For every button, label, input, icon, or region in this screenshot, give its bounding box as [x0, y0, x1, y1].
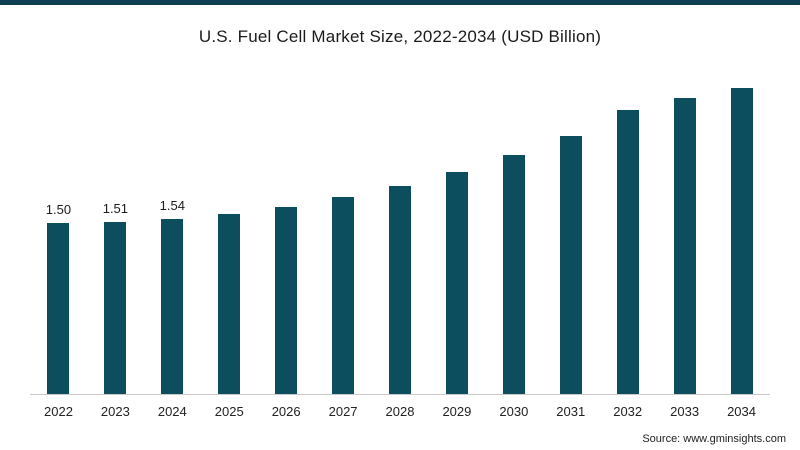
bar [275, 207, 298, 394]
bar [104, 222, 127, 394]
x-tick-label: 2025 [214, 404, 244, 419]
x-tick-label: 2030 [499, 404, 529, 419]
bar-value-label: 1.54 [159, 198, 185, 213]
x-tick-label: 2028 [385, 404, 415, 419]
x-tick-label: 2033 [670, 404, 700, 419]
top-accent-rule [0, 0, 800, 5]
bar [47, 223, 70, 394]
bar-chart: U.S. Fuel Cell Market Size, 2022-2034 (U… [0, 27, 800, 419]
x-axis: 2022 2023 2024 2025 2026 2027 2028 2029 2030 2031… [30, 395, 770, 419]
bar-column-2032 [599, 89, 656, 394]
x-tick-label: 2034 [727, 404, 756, 419]
bar-column-2034 [713, 67, 770, 394]
x-tick-label: 2032 [613, 404, 643, 419]
x-tick-label: 2024 [157, 404, 187, 419]
bar-column-2027 [315, 176, 372, 394]
x-tick-label: 2022 [44, 404, 73, 419]
bar [673, 98, 696, 394]
bar-value-label: 1.51 [102, 201, 129, 216]
x-tick-label: 2029 [442, 404, 472, 419]
x-tick-label: 2031 [556, 404, 586, 419]
bar-value-label: 1.50 [45, 202, 72, 217]
x-tick-label: 2026 [271, 404, 301, 419]
bar [218, 214, 241, 394]
bar-column-2023: 1.51 [87, 201, 144, 394]
plot-area: 1.50 1.51 1.54 [30, 65, 770, 395]
x-tick-label: 2023 [100, 404, 130, 419]
bar [502, 155, 525, 394]
bar-column-2030 [485, 134, 542, 394]
bar-column-2031 [542, 115, 599, 394]
bar-column-2026 [258, 186, 315, 394]
bar-column-2024: 1.54 [144, 198, 201, 394]
bar [445, 172, 468, 394]
bar [559, 136, 582, 394]
bar-column-2028 [372, 165, 429, 394]
bar-column-2022: 1.50 [30, 202, 87, 394]
bar [388, 186, 411, 394]
source-attribution: Source: www.gminsights.com [642, 433, 786, 445]
bar-column-2025 [201, 193, 258, 394]
bar [332, 197, 355, 394]
bar [730, 88, 753, 394]
chart-title: U.S. Fuel Cell Market Size, 2022-2034 (U… [198, 27, 602, 46]
bar-column-2029 [428, 151, 485, 394]
bar-column-2033 [656, 77, 713, 394]
x-tick-label: 2027 [328, 404, 358, 419]
bar [616, 110, 639, 394]
bar [161, 219, 184, 394]
